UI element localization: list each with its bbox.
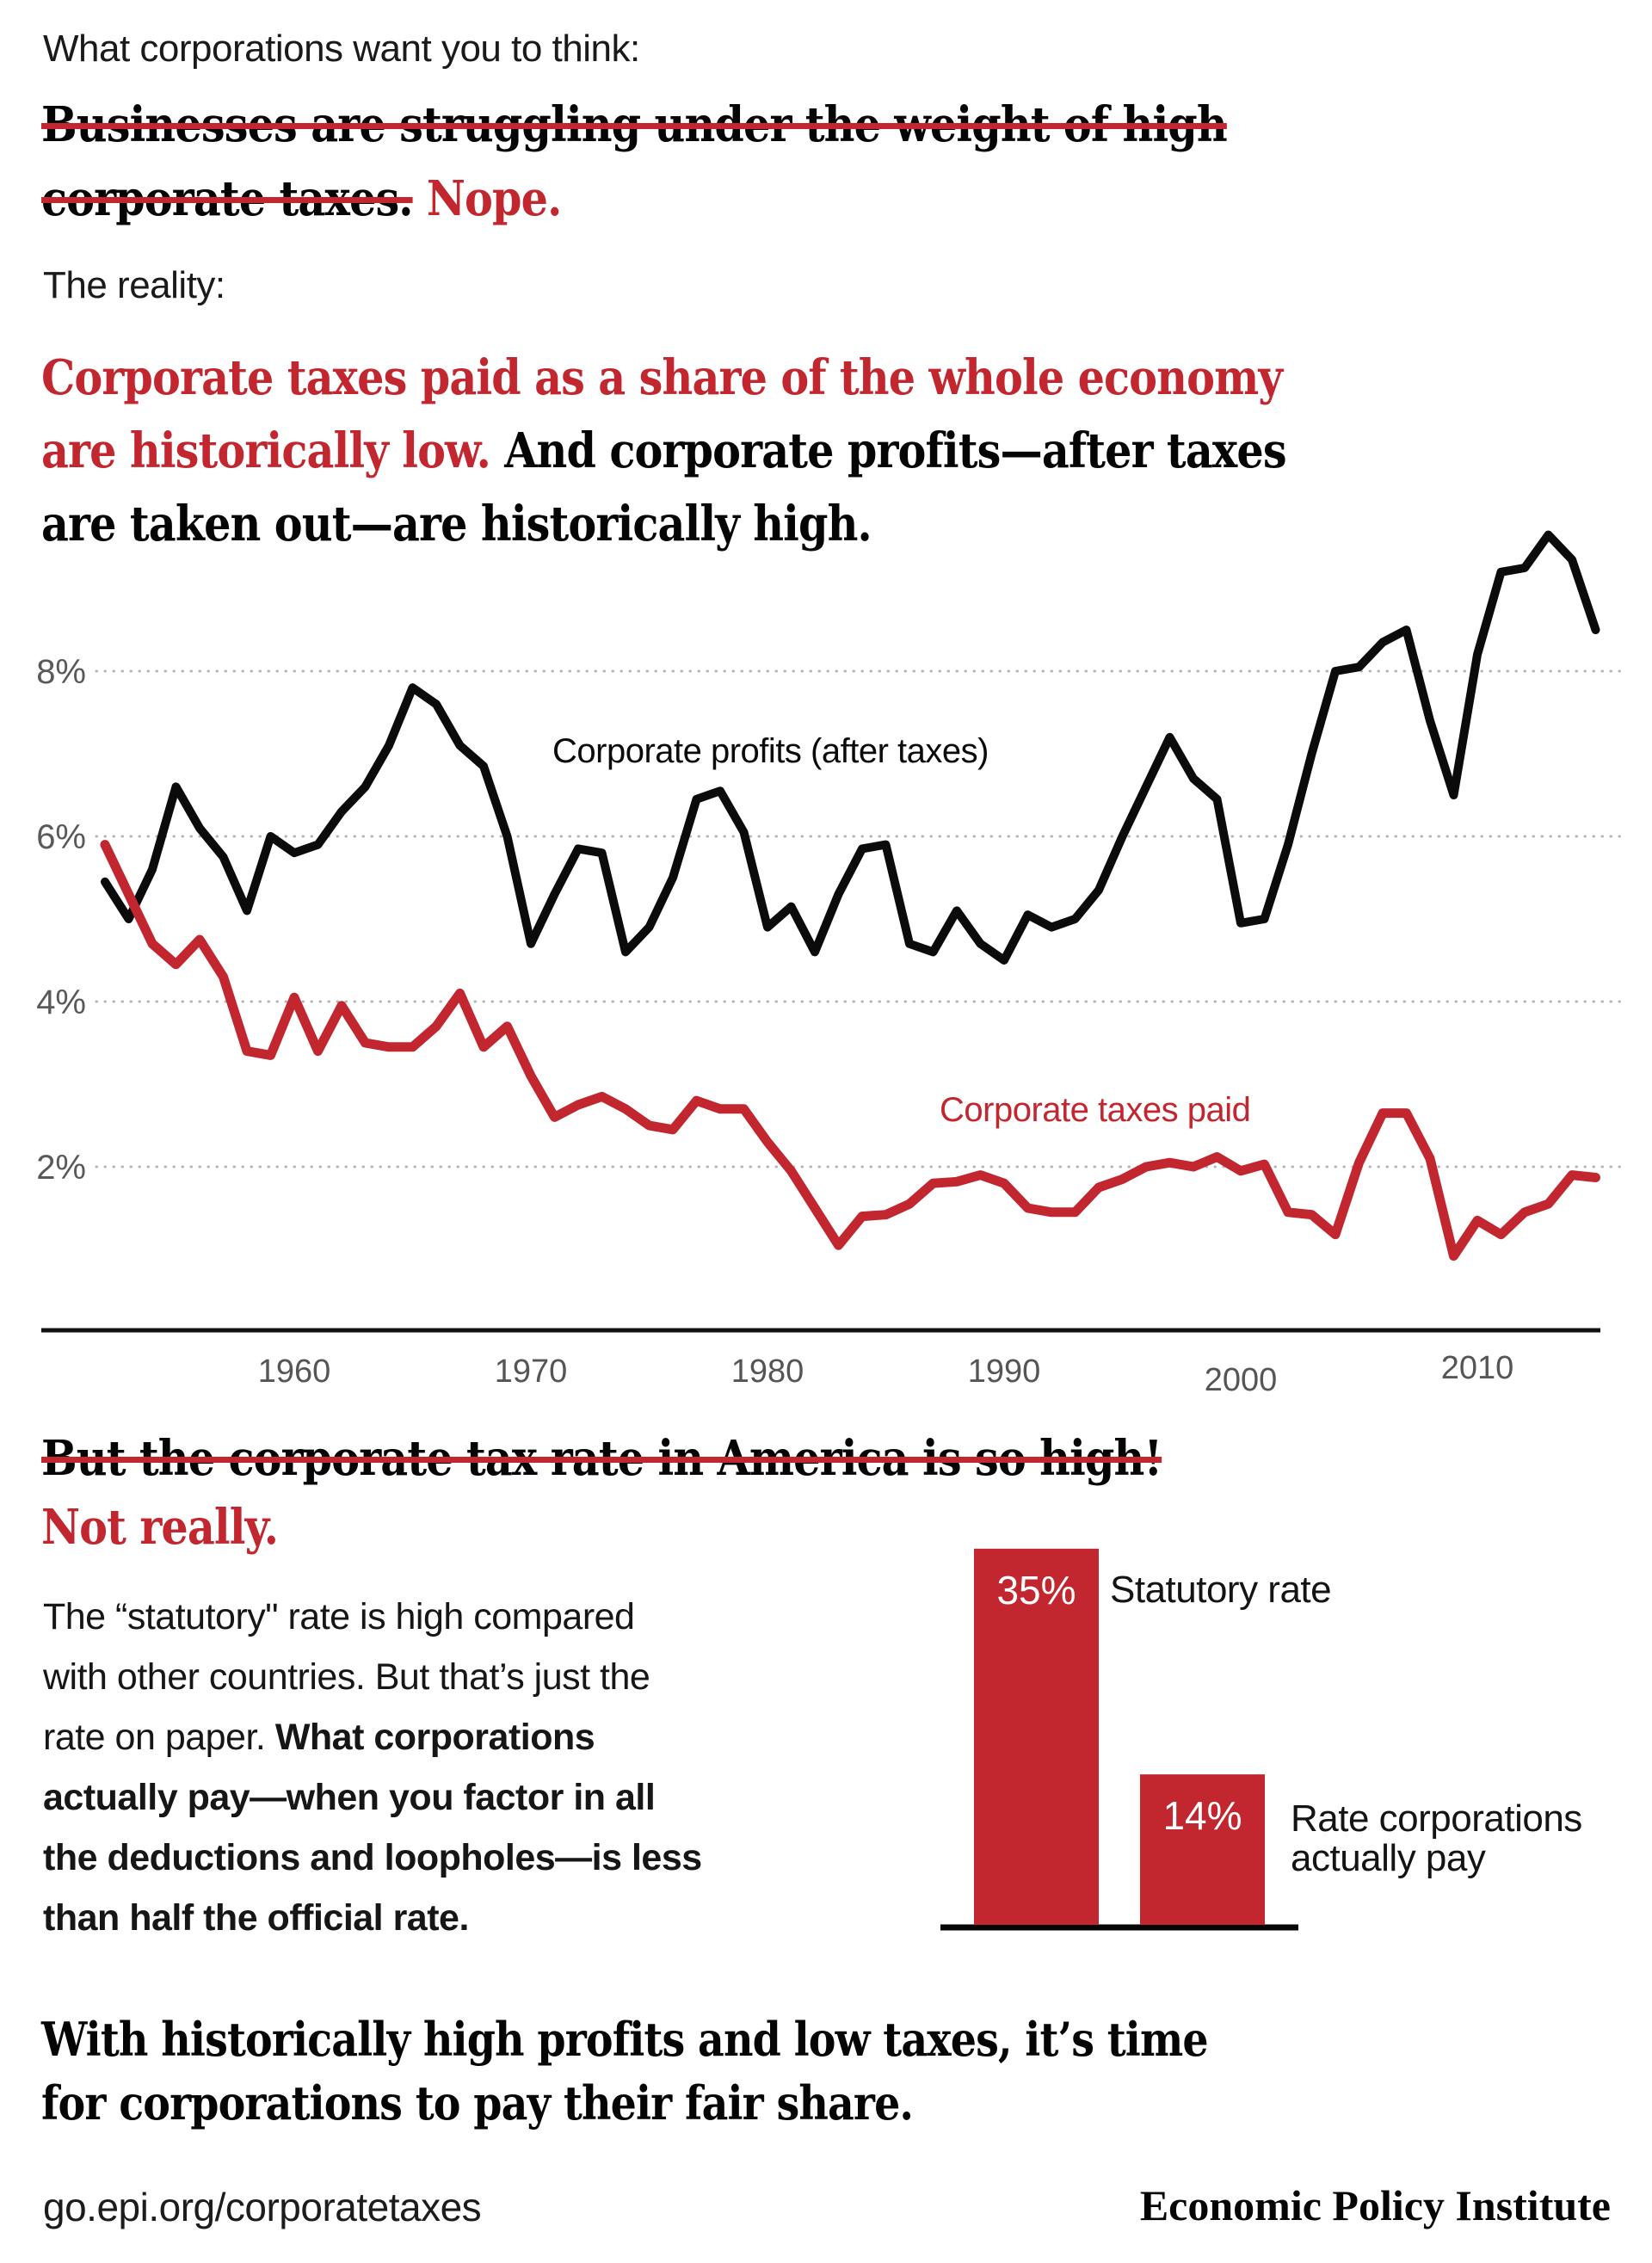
text-line: Not really.: [41, 1493, 1162, 1562]
text-line: corporate taxes. Nope.: [41, 162, 1227, 236]
bar-value-label-35%: 35%: [996, 1568, 1076, 1612]
reality-kicker: The reality:: [43, 264, 225, 306]
text-line: are taken out—are historically high.: [41, 488, 1286, 561]
red-text: Nope.: [412, 170, 562, 227]
text-segment: The “statutory" rate is high compared: [43, 1596, 635, 1637]
struck-text: But the corporate tax rate in America is…: [41, 1430, 1162, 1487]
red-text: Not really.: [41, 1499, 279, 1556]
text-segment: for corporations to pay their fair share…: [41, 2075, 914, 2130]
text-line: are historically low. And corporate prof…: [41, 415, 1287, 488]
text-line: Businesses are struggling under the weig…: [41, 88, 1228, 162]
statutory-paragraph: The “statutory" rate is high compared wit…: [43, 1587, 702, 1948]
footer-brand-wordmark: Economic Policy Institute: [1139, 2181, 1611, 2229]
struck-text: corporate taxes.: [41, 170, 413, 227]
myth-headline: Businesses are struggling under the weig…: [41, 88, 1228, 236]
text-segment: with other countries. But that’s just th…: [43, 1656, 650, 1698]
y-axis-label-4%: 4%: [36, 984, 86, 1021]
x-axis-label-2010: 2010: [1441, 1350, 1514, 1386]
text-line: But the corporate tax rate in America is…: [41, 1424, 1162, 1493]
text-line: actually pay—when you factor in all: [43, 1767, 702, 1828]
x-axis-label-1970: 1970: [495, 1353, 568, 1390]
text-line: rate on paper. What corporations: [43, 1707, 702, 1767]
text-line: with other countries. But that’s just th…: [43, 1647, 702, 1707]
text-line: With historically high profits and low t…: [41, 2007, 1209, 2071]
x-axis-label-1990: 1990: [968, 1353, 1041, 1390]
text-segment: And corporate profits—after taxes: [490, 422, 1286, 479]
red-text: Corporate taxes paid as a share of the w…: [41, 349, 1283, 406]
bar-value-label-14%: 14%: [1162, 1793, 1242, 1838]
myth-kicker: What corporations want you to think:: [43, 28, 640, 70]
bar-14%: [1140, 1774, 1265, 1925]
text-line: for corporations to pay their fair share…: [41, 2071, 1208, 2135]
reality-headline: Corporate taxes paid as a share of the w…: [41, 342, 1287, 561]
bar-35%: [974, 1548, 1099, 1925]
text-line: Corporate taxes paid as a share of the w…: [41, 342, 1286, 415]
series-label-profits: Corporate profits (after taxes): [552, 732, 989, 770]
bold-text: What corporations: [274, 1717, 595, 1758]
x-axis-label-2000: 2000: [1205, 1362, 1278, 1398]
red-text: are historically low.: [41, 422, 491, 479]
text-line: than half the official rate.: [43, 1888, 702, 1948]
x-axis-label-1980: 1980: [731, 1353, 804, 1390]
bold-text: than half the official rate.: [43, 1897, 469, 1939]
line-chart: 8% 6% 4% 2% 1960 1970 1980 1990 2000 2010 Corporat…: [36, 530, 1628, 1398]
conclusion-headline: With historically high profits and low t…: [41, 2007, 1209, 2135]
series-line-taxes: [100, 840, 1600, 1261]
bar-category-label: Statutory rate: [1110, 1569, 1331, 1611]
text-line: The “statutory" rate is high compared: [43, 1587, 702, 1647]
text-segment: With historically high profits and low t…: [41, 2012, 1209, 2067]
rate-myth-headline: But the corporate tax rate in America is…: [41, 1424, 1162, 1562]
y-axis-label-2%: 2%: [36, 1149, 86, 1187]
bar-category-label: actually pay: [1291, 1837, 1486, 1879]
y-axis-label-8%: 8%: [36, 653, 86, 691]
text-segment: rate on paper.: [43, 1717, 275, 1758]
bold-text: the deductions and loopholes—is less: [43, 1837, 702, 1878]
footer-url: go.epi.org/corporatetaxes: [43, 2185, 482, 2229]
struck-text: Businesses are struggling under the weig…: [41, 96, 1228, 153]
text-segment: are taken out—are historically high.: [41, 496, 872, 552]
x-axis-label-1960: 1960: [258, 1353, 331, 1390]
text-line: the deductions and loopholes—is less: [43, 1828, 702, 1888]
series-line-profits: [101, 530, 1600, 965]
y-axis-label-6%: 6%: [36, 818, 86, 856]
series-label-taxes: Corporate taxes paid: [940, 1091, 1250, 1129]
bar-category-label: Rate corporations: [1291, 1797, 1582, 1840]
bar-chart: 35% 14% Statutory rate Rate corporationsact…: [940, 1548, 1582, 1931]
bold-text: actually pay—when you factor in all: [43, 1777, 656, 1818]
